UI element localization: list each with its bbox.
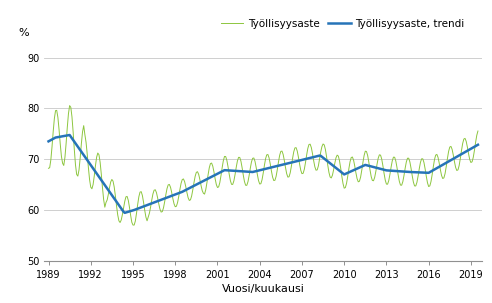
Työllisyysaste, trendi [67,133,73,137]
Työllisyysaste, trendi [122,211,128,215]
Työllisyysaste [60,161,65,165]
Line: Työllisyysaste, trendi: Työllisyysaste, trendi [49,135,478,213]
Työllisyysaste, trendi [68,135,74,138]
Työllisyysaste [46,166,52,170]
Työllisyysaste [67,104,73,108]
Työllisyysaste [475,129,481,133]
Työllisyysaste [68,105,74,109]
Line: Työllisyysaste: Työllisyysaste [49,106,478,225]
Työllisyysaste, trendi [464,149,470,153]
X-axis label: Vuosi/kuukausi: Vuosi/kuukausi [222,284,305,294]
Legend: Työllisyysaste, Työllisyysaste, trendi: Työllisyysaste, Työllisyysaste, trendi [216,15,468,33]
Työllisyysaste, trendi [46,140,52,143]
Työllisyysaste [130,223,136,227]
Työllisyysaste, trendi [60,135,65,138]
Text: %: % [18,28,29,38]
Työllisyysaste [464,145,470,149]
Työllisyysaste [255,179,261,182]
Työllisyysaste, trendi [367,164,373,168]
Työllisyysaste, trendi [341,173,347,176]
Työllisyysaste [341,186,347,190]
Työllisyysaste, trendi [475,143,481,147]
Työllisyysaste, trendi [255,169,261,172]
Työllisyysaste [367,168,373,171]
